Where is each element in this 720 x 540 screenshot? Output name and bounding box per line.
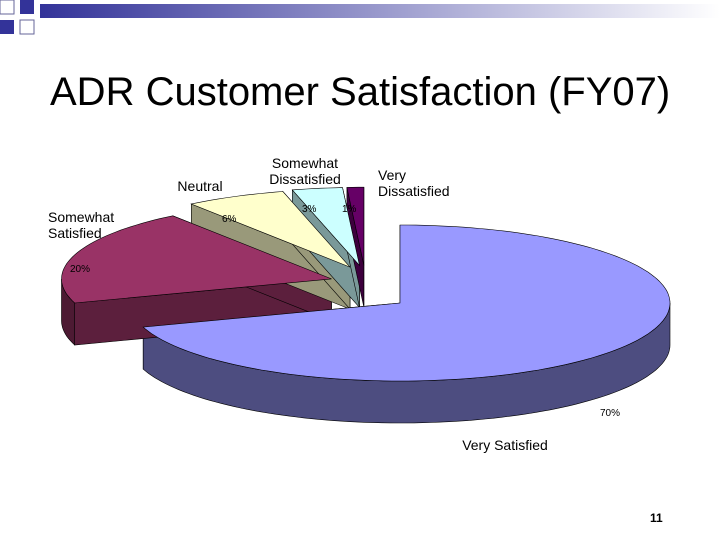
pie-slice xyxy=(190,191,351,268)
data-label: 20% xyxy=(70,264,91,275)
decoration xyxy=(0,0,720,35)
pie-slice xyxy=(142,224,671,382)
category-label: Very Dissatisfied xyxy=(378,167,450,199)
category-label: Very Satisfied xyxy=(462,437,548,453)
slide-number: 11 xyxy=(650,511,663,525)
category-label: Somewhat Satisfied xyxy=(48,209,115,241)
pie-slice xyxy=(61,215,332,304)
pie-slice xyxy=(291,187,361,267)
category-label: Somewhat Dissatisfied xyxy=(269,155,341,187)
data-label: 70% xyxy=(600,408,621,419)
pie-slice xyxy=(346,186,365,266)
chart-title: ADR Customer Satisfaction (FY07) xyxy=(50,70,671,114)
category-label: Neutral xyxy=(177,178,223,194)
data-label: 1% xyxy=(342,204,357,215)
data-label: 6% xyxy=(222,214,237,225)
data-label: 3% xyxy=(302,204,317,215)
